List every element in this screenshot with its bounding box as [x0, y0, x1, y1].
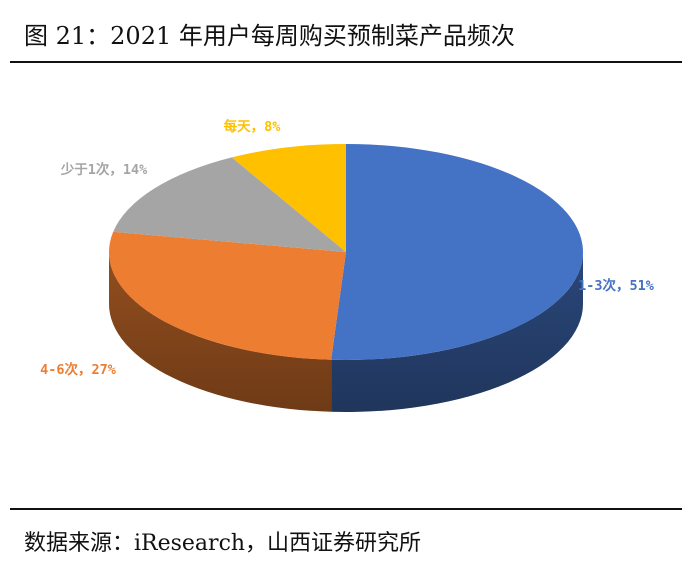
- top-divider: [10, 61, 682, 63]
- bottom-divider: [10, 508, 682, 510]
- chart-title: 图 21：2021 年用户每周购买预制菜产品频次: [24, 22, 515, 50]
- pie-slice-少于1次: [113, 157, 346, 252]
- pie-label-1-3次: 1-3次，51%: [578, 277, 655, 294]
- source-note: 数据来源：iResearch，山西证券研究所: [24, 531, 422, 556]
- pie-slice-1-3次: [331, 144, 584, 360]
- pie-label-少于1次: 少于1次，14%: [60, 161, 148, 178]
- pie-label-4-6次: 4-6次，27%: [40, 361, 117, 378]
- pie-side-shade-1-3次: [331, 252, 583, 412]
- pie-labels: 1-3次，51% 4-6次，27% 少于1次，14% 每天，8%: [40, 118, 655, 378]
- pie-sides: [109, 252, 583, 412]
- pie-chart: 1-3次，51% 4-6次，27% 少于1次，14% 每天，8%: [40, 118, 655, 412]
- pie-slice-每天: [231, 144, 346, 252]
- pie-tops: [108, 144, 584, 360]
- pie-slice-4-6次: [108, 231, 346, 360]
- pie-label-每天: 每天，8%: [224, 118, 282, 135]
- pie-side-shade-4-6次: [109, 252, 332, 412]
